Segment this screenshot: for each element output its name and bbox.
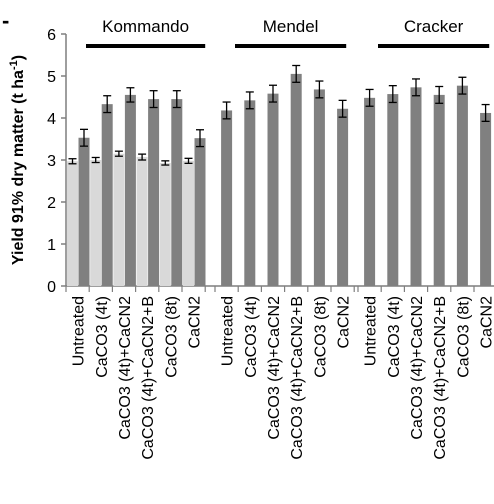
bar — [337, 108, 349, 286]
bar — [90, 160, 102, 286]
group-label: Cracker — [404, 17, 464, 36]
y-tick-label: 0 — [47, 279, 56, 296]
bar — [113, 153, 125, 286]
y-tick-label: 6 — [47, 27, 56, 44]
x-tick-label: CaCO3 (4t) — [386, 296, 403, 378]
y-tick-label: 1 — [47, 237, 56, 254]
x-tick-label: CaCO3 (4t)+CaCN2 — [409, 296, 426, 440]
corner-mark: - — [2, 8, 9, 33]
bar — [159, 162, 171, 286]
y-axis-label-close: ) — [10, 55, 27, 60]
x-tick-label: CaCO3 (4t)+CaCN2+B — [432, 296, 449, 460]
x-tick-label: CaCN2 — [187, 296, 204, 349]
bar — [124, 94, 136, 287]
bar — [364, 97, 376, 286]
y-axis-label-sup: -1 — [8, 60, 20, 70]
y-tick-label: 4 — [47, 111, 56, 128]
x-tick-label: CaCO3 (4t)+CaCN2 — [117, 296, 134, 440]
x-tick-label: CaCO3 (4t)+CaCN2+B — [289, 296, 306, 460]
bar — [101, 104, 113, 286]
x-tick-label: CaCO3 (8t) — [312, 296, 329, 378]
x-tick-label: CaCO3 (4t)+CaCN2 — [266, 296, 283, 440]
labels: 0 1 2 3 4 5 6 Untreated CaCO3 (4t) CaCO3 (4t)+CaC… — [47, 17, 494, 460]
x-tick-label: CaCN2 — [479, 296, 494, 349]
bars — [67, 73, 492, 287]
bar — [387, 94, 399, 286]
x-tick-label: CaCN2 — [336, 296, 353, 349]
error-bars — [68, 64, 490, 166]
bar — [433, 94, 445, 287]
bar — [410, 87, 422, 286]
bar — [480, 112, 492, 287]
bar — [78, 137, 90, 286]
y-axis-label: Yield 91% dry matter (t ha-1) — [8, 55, 27, 265]
bar — [290, 73, 302, 287]
group-label: Mendel — [263, 17, 319, 36]
x-tick-label: CaCO3 (8t) — [163, 296, 180, 378]
bar — [136, 157, 148, 286]
y-tick-label: 5 — [47, 69, 56, 86]
bar — [221, 110, 233, 286]
bar — [456, 85, 468, 286]
x-tick-label: CaCO3 (4t) — [94, 296, 111, 378]
x-tick-label: CaCO3 (8t) — [455, 296, 472, 378]
x-tick-label: CaCO3 (4t)+CaCN2+B — [140, 296, 157, 460]
x-tick-label: Untreated — [363, 296, 380, 366]
bar — [183, 160, 194, 286]
y-tick-label: 3 — [47, 153, 56, 170]
y-tick-label: 2 — [47, 195, 56, 212]
bar — [194, 138, 206, 286]
bar — [313, 89, 325, 286]
x-tick-label: Untreated — [220, 296, 237, 366]
bar — [244, 100, 256, 286]
x-tick-label: CaCO3 (4t) — [243, 296, 260, 378]
group-label: Kommando — [102, 17, 189, 36]
bar — [267, 93, 279, 286]
y-axis-label-main: Yield 91% dry matter (t ha — [10, 70, 27, 265]
x-tick-label: Untreated — [71, 296, 88, 366]
bar — [171, 99, 183, 286]
bar — [148, 99, 160, 286]
bar — [67, 161, 78, 286]
